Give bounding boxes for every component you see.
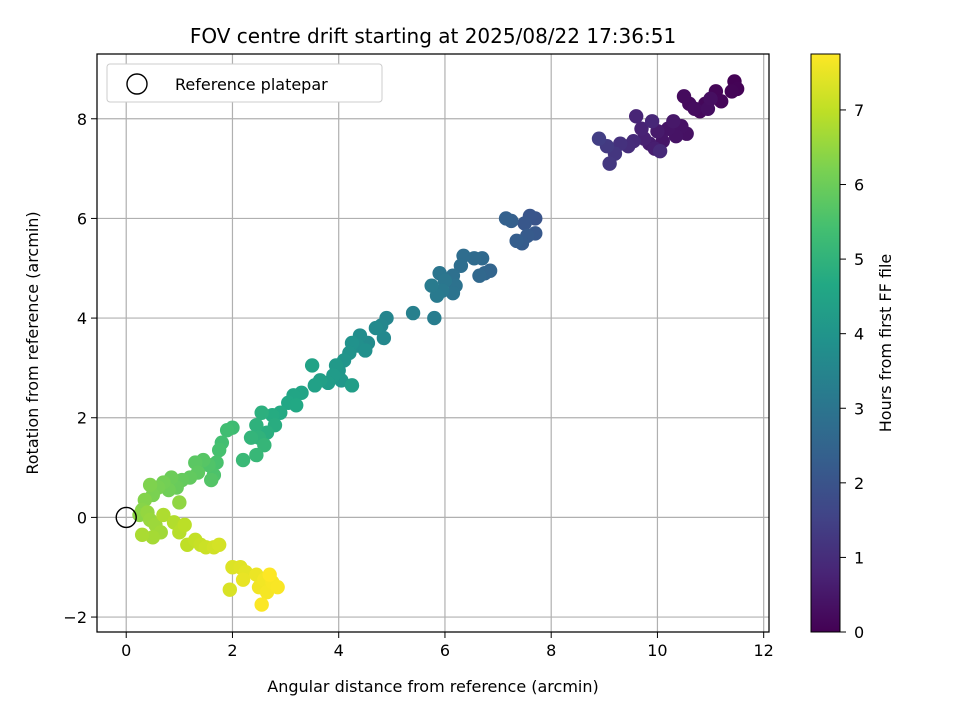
- data-point: [222, 582, 238, 597]
- reference-platepar-marker: [115, 506, 137, 529]
- data-point: [724, 84, 740, 99]
- data-point: [262, 567, 277, 582]
- y-tick-label: −2: [63, 608, 87, 627]
- legend-label: Reference platepar: [175, 75, 328, 94]
- data-point: [591, 131, 607, 146]
- data-point: [602, 156, 617, 171]
- data-point: [427, 310, 442, 326]
- data-point: [254, 597, 269, 612]
- y-axis-ticks: −2 0 2 4 6 8: [63, 110, 97, 627]
- legend-marker: [126, 73, 148, 95]
- colorbar-tick-label: 0: [854, 623, 864, 642]
- x-tick-label: 6: [440, 641, 450, 660]
- data-point: [666, 114, 681, 129]
- x-tick-label: 4: [334, 641, 344, 660]
- data-point: [270, 579, 285, 595]
- data-point: [634, 121, 649, 136]
- data-point: [517, 216, 532, 231]
- data-point: [344, 378, 360, 393]
- colorbar-tick-label: 5: [854, 250, 864, 269]
- data-point: [703, 91, 718, 107]
- x-tick-label: 12: [754, 641, 774, 660]
- colorbar-tick-label: 3: [854, 399, 864, 418]
- data-point: [509, 233, 524, 249]
- data-point: [405, 305, 421, 321]
- data-point: [644, 114, 660, 129]
- y-tick-label: 4: [77, 309, 87, 328]
- y-tick-label: 6: [77, 209, 87, 228]
- data-point: [243, 430, 259, 445]
- data-point: [628, 109, 644, 124]
- y-tick-label: 0: [77, 508, 87, 527]
- data-point: [376, 330, 392, 346]
- colorbar-tick-label: 1: [854, 548, 864, 567]
- data-point: [307, 378, 323, 393]
- data-point: [156, 507, 171, 523]
- colorbar-tick-label: 4: [854, 325, 864, 344]
- data-point: [254, 405, 269, 420]
- data-point: [249, 447, 264, 463]
- data-point: [257, 437, 272, 453]
- x-tick-label: 0: [121, 641, 131, 660]
- y-tick-label: 8: [77, 110, 87, 129]
- data-point: [172, 495, 187, 510]
- plot-frame: [96, 53, 770, 633]
- data-point: [235, 572, 251, 587]
- data-point: [368, 320, 384, 336]
- x-tick-label: 10: [647, 641, 667, 660]
- x-tick-label: 2: [227, 641, 237, 660]
- colorbar: [810, 53, 841, 633]
- data-point: [424, 278, 439, 293]
- data-point: [177, 517, 192, 533]
- data-points: [132, 74, 745, 612]
- data-point: [304, 358, 320, 373]
- x-axis-ticks: 0 2 4 6 8 10 12: [121, 632, 774, 660]
- data-point: [453, 258, 469, 273]
- colorbar-tick-label: 7: [854, 101, 864, 120]
- x-tick-label: 8: [546, 641, 556, 660]
- reference-marker: [115, 506, 137, 529]
- data-point: [142, 477, 158, 493]
- chart-title: FOV centre drift starting at 2025/08/22 …: [190, 24, 676, 48]
- y-tick-label: 2: [77, 409, 87, 428]
- y-axis-label: Rotation from reference (arcmin): [23, 211, 42, 474]
- data-point: [289, 398, 304, 413]
- data-point: [676, 89, 692, 104]
- data-point: [235, 452, 251, 468]
- data-point: [472, 268, 487, 283]
- colorbar-tick-label: 2: [854, 474, 864, 493]
- legend: Reference platepar: [106, 63, 383, 103]
- colorbar-tick-label: 6: [854, 176, 864, 195]
- legend-box: [106, 63, 383, 103]
- x-axis-label: Angular distance from reference (arcmin): [267, 677, 598, 696]
- data-point: [134, 527, 150, 543]
- data-point: [249, 418, 264, 433]
- data-point: [211, 442, 227, 458]
- data-point: [211, 537, 227, 553]
- data-point: [687, 101, 702, 117]
- data-point: [358, 343, 373, 358]
- data-point: [652, 143, 668, 159]
- data-point: [204, 472, 219, 488]
- data-point: [498, 211, 514, 226]
- data-point: [219, 422, 235, 438]
- colorbar-ticks: 0 1 2 3 4 5 6 7: [840, 101, 864, 642]
- colorbar-label: Hours from first FF file: [876, 254, 895, 433]
